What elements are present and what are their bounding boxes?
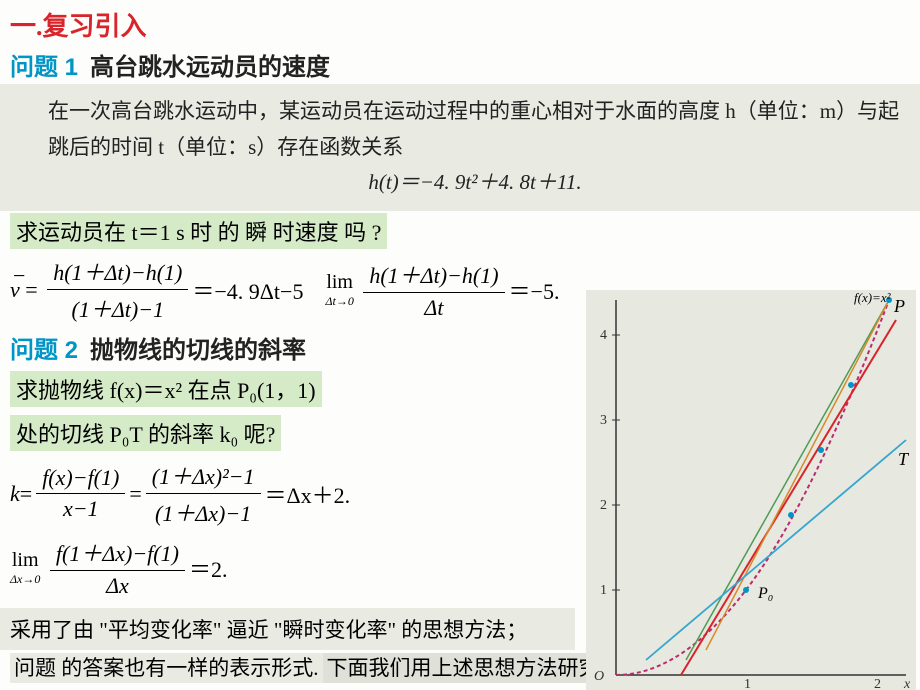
footer-note-1: 采用了由 "平均变化率" 逼近 "瞬时变化率" 的思想方法； (0, 608, 575, 650)
q1-formula: h(t)＝−4. 9t²＋4. 8t＋11. (48, 165, 902, 201)
svg-text:1: 1 (600, 583, 607, 598)
frac-den: (1＋Δt)−1 (47, 290, 188, 324)
eq-rhs: ＝−5. (509, 274, 560, 306)
frac-num: h(1＋Δt)−h(1) (363, 258, 504, 293)
footer-part-a: 问题 的答案也有一样的表示形式. (10, 653, 323, 683)
svg-text:O: O (594, 669, 604, 684)
q1-question-text: 求运动员在 t＝1 s 时 的 瞬 时速度 吗 ? (10, 213, 387, 249)
frac-den: Δt (363, 293, 504, 321)
question-1-heading: 问题 1 高台跳水远动员的速度 (0, 45, 920, 84)
q2-line-b: 处的切线 P₀T 的斜率 k₀ 呢? (10, 415, 281, 451)
limit-label: limΔt→0 (325, 271, 353, 309)
eq-rhs: ＝Δx＋2. (265, 478, 351, 510)
section-title: 一.复习引入 (0, 0, 920, 45)
svg-text:x: x (903, 677, 911, 690)
q2-title: 抛物线的切线的斜率 (90, 337, 306, 364)
frac-num: (1＋Δx)²−1 (146, 459, 261, 494)
svg-text:f(x)=x²: f(x)=x² (854, 290, 892, 305)
q1-para: 在一次高台跳水运动中，某运动员在运动过程中的重心相对于水面的高度 h（单位：m）… (48, 99, 899, 159)
svg-text:2: 2 (600, 498, 607, 513)
svg-text:P₀: P₀ (757, 585, 773, 602)
svg-text:2: 2 (874, 677, 881, 690)
eq-rhs: ＝−4. 9Δt−5 (192, 274, 303, 306)
frac-den: x−1 (36, 494, 125, 522)
frac-num: f(1＋Δx)−f(1) (50, 536, 185, 571)
frac-num: f(x)−f(1) (36, 465, 125, 494)
q2-line-a: 求抛物线 f(x)＝x² 在点 P₀(1，1) (10, 371, 322, 407)
svg-text:3: 3 (600, 413, 607, 428)
q2-number: 问题 2 (10, 337, 78, 364)
limit-label: limΔx→0 (10, 549, 40, 587)
frac-den: Δx (50, 571, 185, 599)
q1-body: 在一次高台跳水运动中，某运动员在运动过程中的重心相对于水面的高度 h（单位：m）… (0, 84, 920, 211)
chart-svg: O 1 2 x 1 2 3 4 P₀ P T f(x)=x² (586, 290, 916, 690)
frac-den: (1＋Δx)−1 (146, 494, 261, 528)
eq-rhs: ＝2. (189, 552, 228, 584)
svg-text:T: T (898, 449, 910, 469)
svg-text:1: 1 (744, 677, 751, 690)
svg-text:4: 4 (600, 328, 607, 343)
frac-num: h(1＋Δt)−h(1) (47, 255, 188, 290)
q1-number: 问题 1 (10, 54, 78, 81)
tangent-chart: O 1 2 x 1 2 3 4 P₀ P T f(x)=x² (586, 290, 916, 690)
q1-title: 高台跳水远动员的速度 (90, 54, 330, 81)
svg-text:P: P (893, 296, 905, 316)
